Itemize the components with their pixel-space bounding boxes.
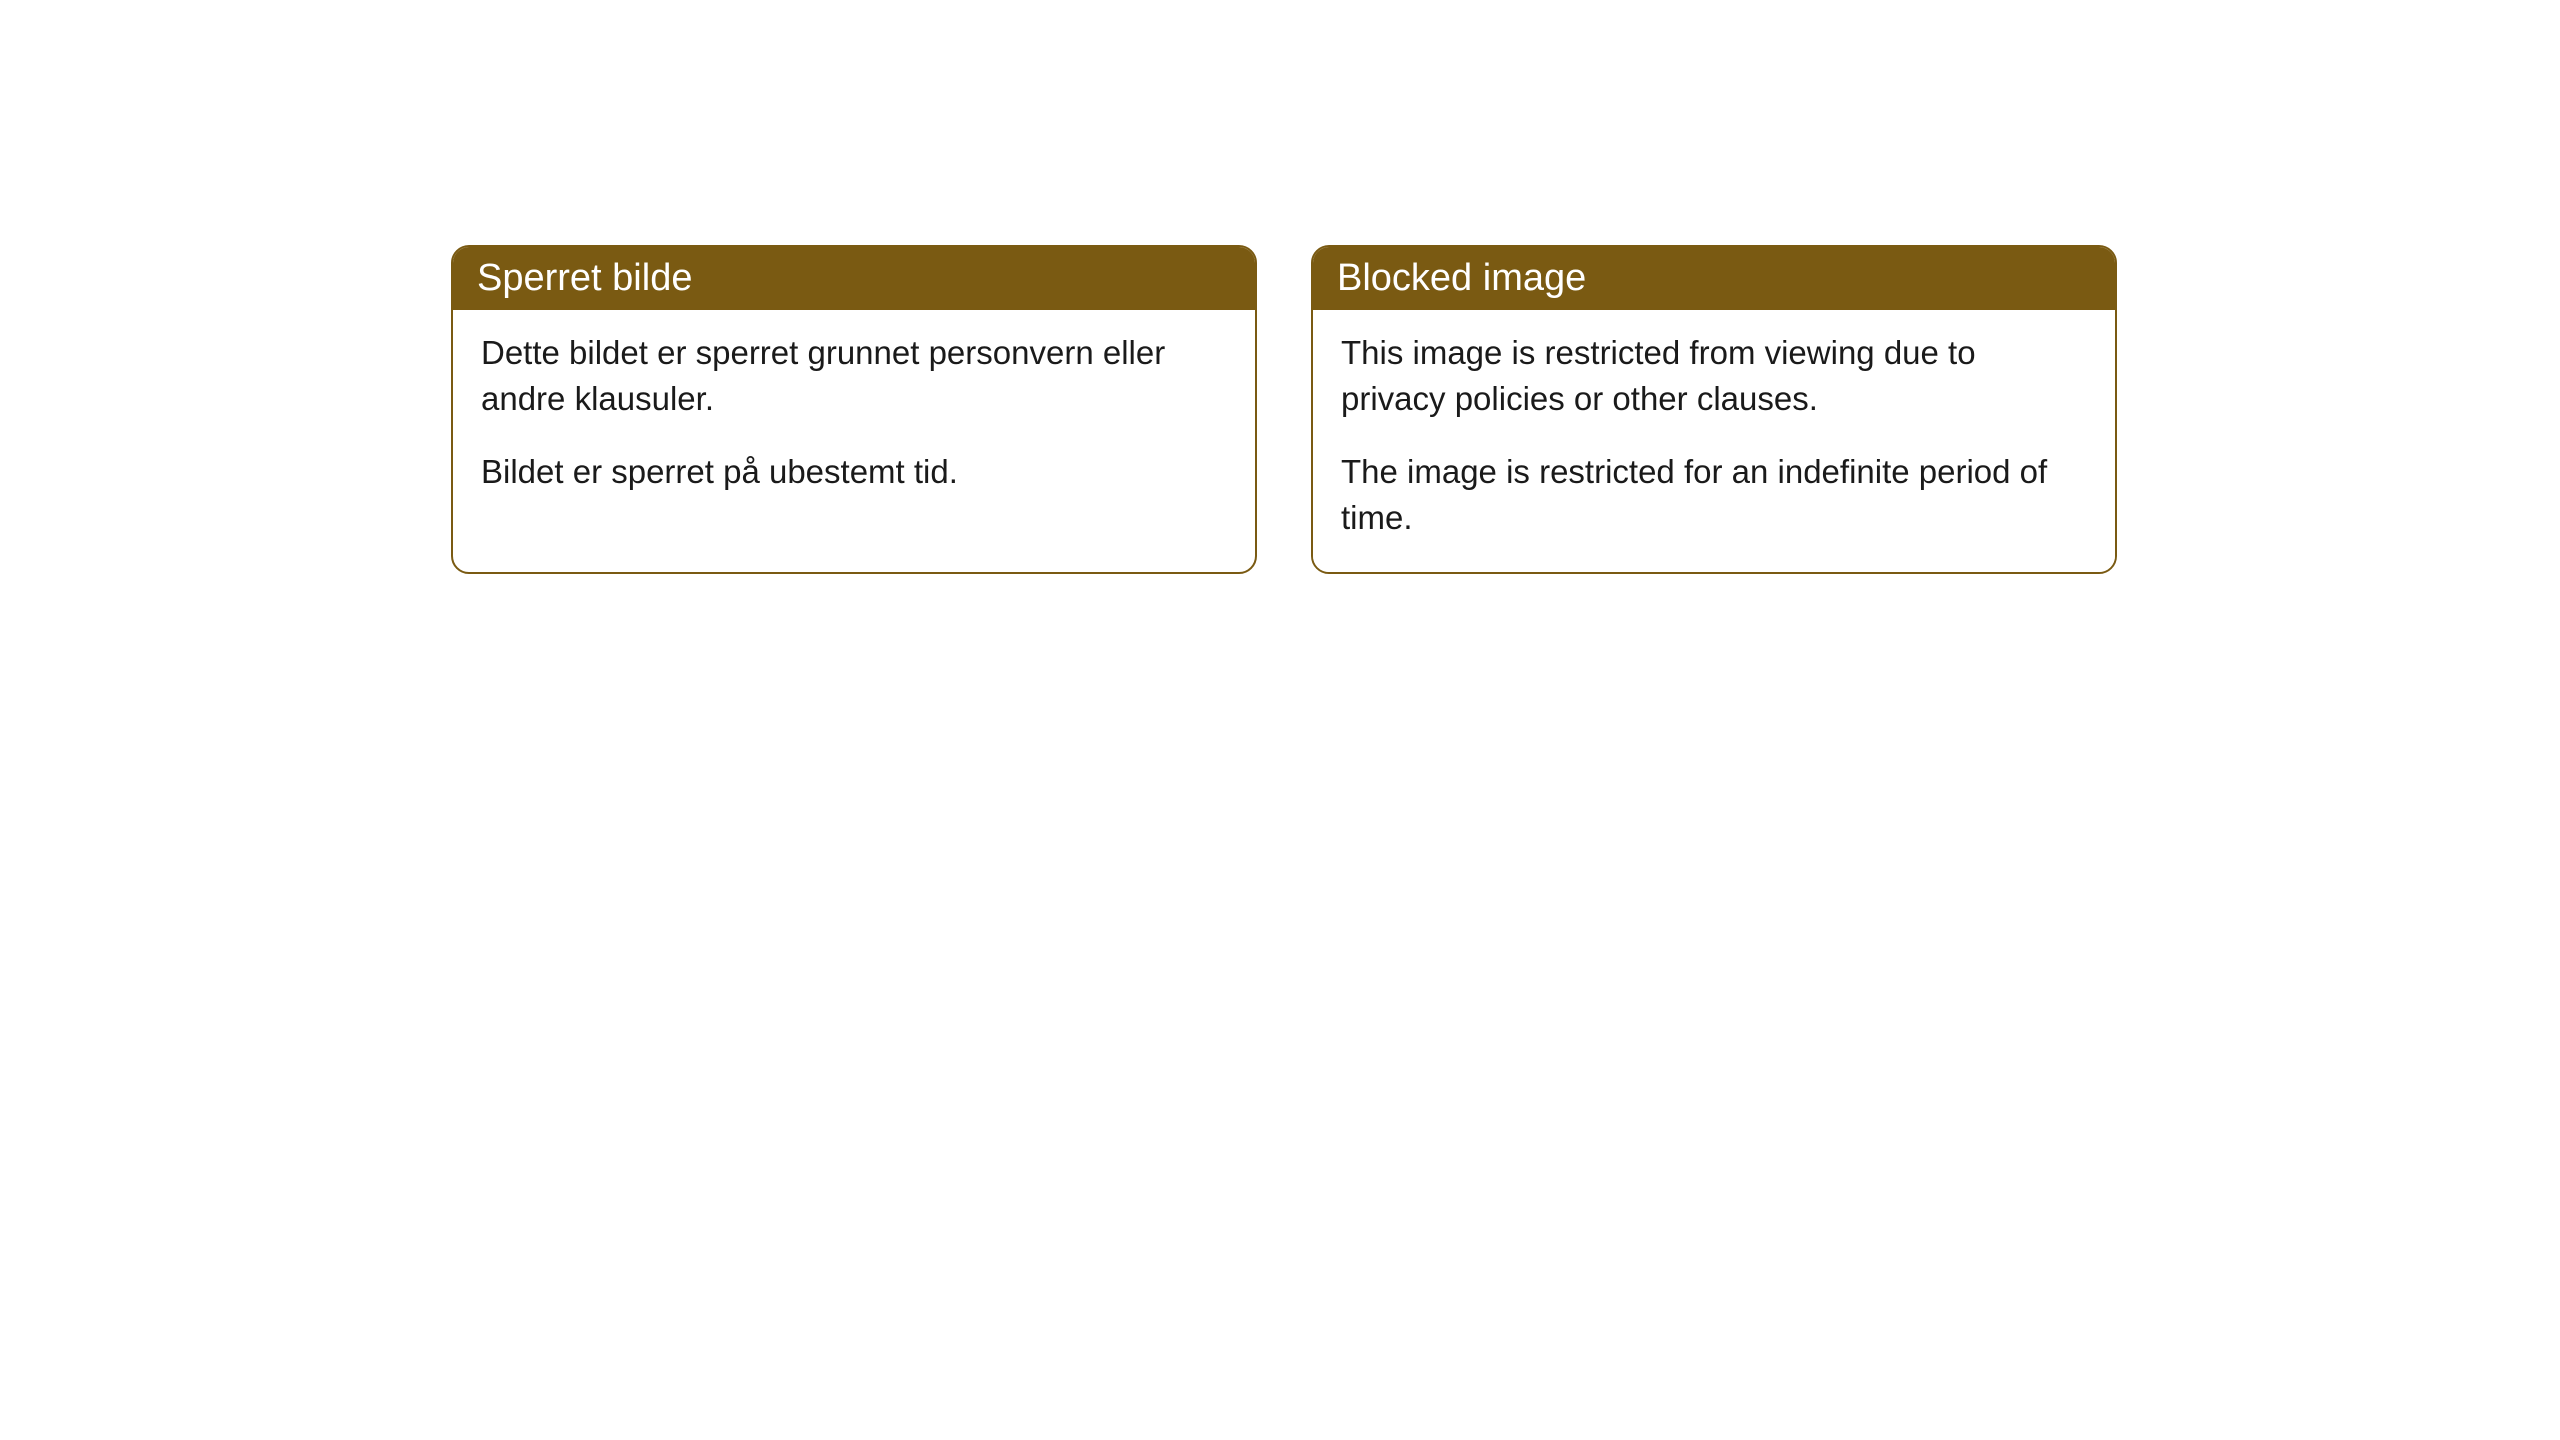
card-body-english: This image is restricted from viewing du…: [1313, 310, 2115, 572]
cards-container: Sperret bilde Dette bildet er sperret gr…: [451, 245, 2117, 574]
card-text-1-english: This image is restricted from viewing du…: [1341, 330, 2087, 421]
card-body-norwegian: Dette bildet er sperret grunnet personve…: [453, 310, 1255, 527]
card-english: Blocked image This image is restricted f…: [1311, 245, 2117, 574]
card-norwegian: Sperret bilde Dette bildet er sperret gr…: [451, 245, 1257, 574]
card-header-norwegian: Sperret bilde: [453, 247, 1255, 310]
card-text-2-english: The image is restricted for an indefinit…: [1341, 449, 2087, 540]
card-text-1-norwegian: Dette bildet er sperret grunnet personve…: [481, 330, 1227, 421]
card-header-english: Blocked image: [1313, 247, 2115, 310]
card-text-2-norwegian: Bildet er sperret på ubestemt tid.: [481, 449, 1227, 495]
